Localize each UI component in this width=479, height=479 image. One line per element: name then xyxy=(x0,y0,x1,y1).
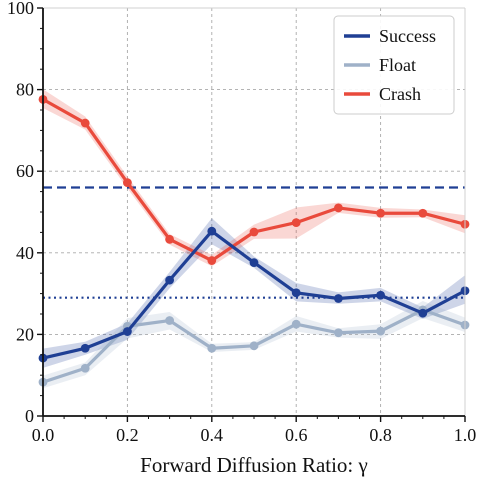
x-tick-label: 0.2 xyxy=(116,425,139,445)
y-tick-label: 80 xyxy=(16,80,34,100)
data-point-success xyxy=(165,275,175,285)
data-point-success xyxy=(123,327,132,336)
data-point-crash xyxy=(165,234,175,244)
data-point-float xyxy=(334,328,343,338)
y-ticks: 0 20 40 60 80 100 xyxy=(7,0,43,426)
x-tick-label: 0.0 xyxy=(32,425,55,445)
data-point-crash xyxy=(123,178,132,188)
y-tick-label: 40 xyxy=(16,243,34,263)
series-success xyxy=(38,226,470,363)
data-point-crash xyxy=(249,227,259,237)
series-crash xyxy=(38,94,470,265)
data-point-success xyxy=(334,294,343,303)
y-tick-label: 20 xyxy=(16,324,34,344)
data-point-float xyxy=(80,363,90,373)
legend-label-float: Float xyxy=(379,55,416,75)
data-point-float xyxy=(249,341,259,351)
data-point-success xyxy=(249,258,259,267)
x-tick-label: 0.8 xyxy=(369,425,392,445)
data-point-success xyxy=(291,288,301,298)
data-point-success xyxy=(376,290,385,300)
data-point-crash xyxy=(80,118,90,128)
x-tick-label: 1.0 xyxy=(454,425,477,445)
legend-label-crash: Crash xyxy=(379,84,421,104)
data-point-success xyxy=(207,226,217,236)
x-ticks: 0.0 0.2 0.4 0.6 0.8 1.0 xyxy=(32,416,477,445)
data-point-float xyxy=(207,343,217,353)
data-point-crash xyxy=(376,208,385,218)
data-point-crash xyxy=(418,208,428,218)
data-point-success xyxy=(418,308,428,318)
data-point-success xyxy=(80,343,90,353)
x-axis-title: Forward Diffusion Ratio: γ xyxy=(140,453,368,477)
legend-box xyxy=(333,15,455,115)
x-tick-label: 0.4 xyxy=(201,425,224,445)
y-tick-label: 60 xyxy=(16,161,34,181)
legend-label-success: Success xyxy=(379,26,436,46)
data-point-crash xyxy=(334,203,343,213)
x-tick-label: 0.6 xyxy=(285,425,308,445)
data-point-crash xyxy=(207,256,217,265)
data-point-float xyxy=(165,316,175,325)
y-tick-label: 0 xyxy=(25,406,34,426)
legend: Success Float Crash xyxy=(333,15,455,115)
y-tick-label: 100 xyxy=(7,0,34,18)
data-point-float xyxy=(376,326,385,336)
data-point-crash xyxy=(291,218,301,228)
data-point-float xyxy=(291,319,301,329)
